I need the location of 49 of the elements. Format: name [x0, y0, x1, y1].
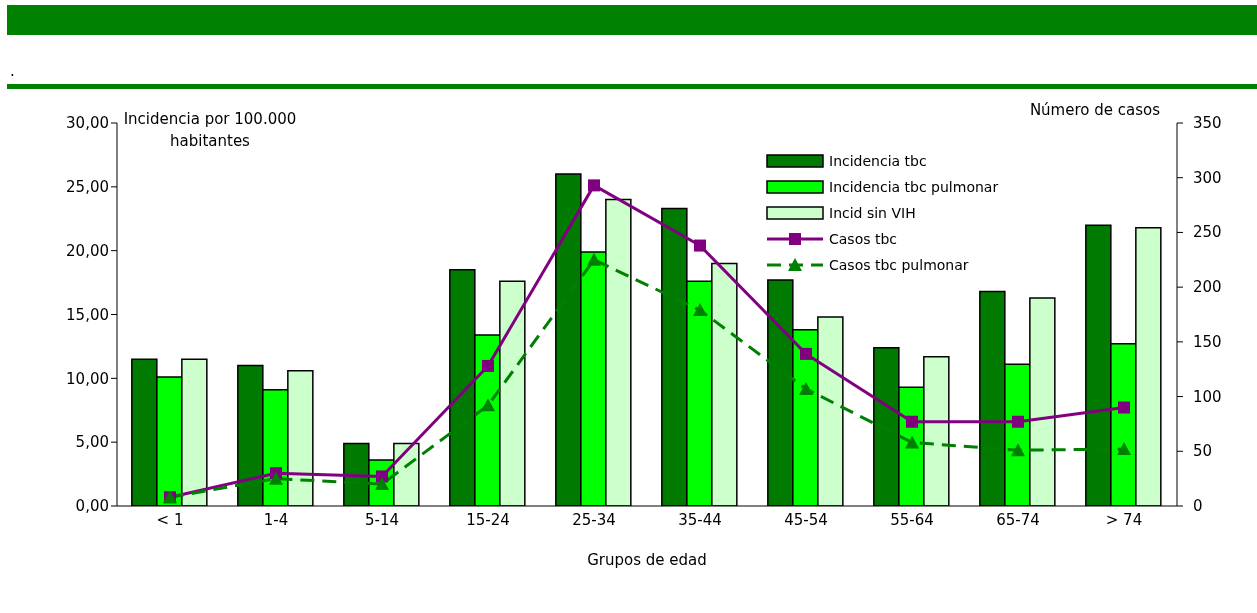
x-tick-label: 45-54 — [784, 510, 828, 529]
legend-label: Casos tbc — [829, 231, 898, 247]
point — [906, 415, 918, 428]
x-axis-title: Grupos de edad — [587, 551, 707, 569]
point — [905, 435, 919, 449]
point — [587, 252, 601, 266]
x-tick-label: < 1 — [156, 510, 184, 529]
point — [693, 303, 707, 317]
point — [799, 381, 813, 395]
legend-label: Incidencia tbc pulmonar — [829, 179, 999, 195]
point — [482, 359, 494, 372]
y-tick-label: 25,00 — [66, 178, 109, 197]
point — [1118, 401, 1130, 414]
y2-tick-label: 250 — [1193, 223, 1222, 242]
point — [800, 347, 812, 360]
y-axis-title: Incidencia por 100.000 habitantes — [122, 109, 298, 152]
y-tick-label: 15,00 — [66, 305, 109, 324]
x-tick-label: 25-34 — [572, 510, 616, 529]
y-tick-label: 0,00 — [75, 497, 109, 516]
point — [1011, 443, 1025, 457]
y2-tick-label: 300 — [1193, 168, 1222, 187]
y-tick-label: 10,00 — [66, 369, 109, 388]
x-tick-label: 55-64 — [890, 510, 934, 529]
y2-tick-label: 50 — [1193, 442, 1213, 461]
x-tick-label: > 74 — [1105, 510, 1143, 529]
y2-tick-label: 100 — [1193, 387, 1222, 406]
point — [269, 471, 283, 485]
y2-tick-label: 350 — [1193, 114, 1222, 132]
x-tick-label: 5-14 — [364, 510, 400, 529]
y2-tick-label: 0 — [1193, 497, 1203, 515]
y2-axis-title: Número de casos — [1028, 101, 1160, 119]
legend-label: Incidencia tbc — [829, 153, 927, 169]
point — [588, 179, 600, 192]
y2-tick-label: 150 — [1193, 332, 1222, 351]
y-tick-label: 20,00 — [66, 241, 109, 260]
point — [1117, 442, 1131, 456]
text: . — [10, 62, 15, 80]
y-tick-label: 30,00 — [66, 114, 109, 133]
point — [1012, 415, 1024, 428]
x-tick-label: 65-74 — [996, 510, 1040, 529]
legend-label: Incid sin VIH — [829, 205, 916, 221]
point — [481, 398, 495, 412]
x-tick-label: 35-44 — [678, 510, 722, 529]
y2-tick-label: 200 — [1193, 278, 1222, 297]
y-tick-label: 5,00 — [75, 433, 109, 452]
x-tick-label: 1-4 — [263, 510, 289, 529]
point — [694, 239, 706, 252]
legend-label: Casos tbc pulmonar — [829, 257, 969, 273]
x-tick-label: 15-24 — [466, 510, 510, 529]
